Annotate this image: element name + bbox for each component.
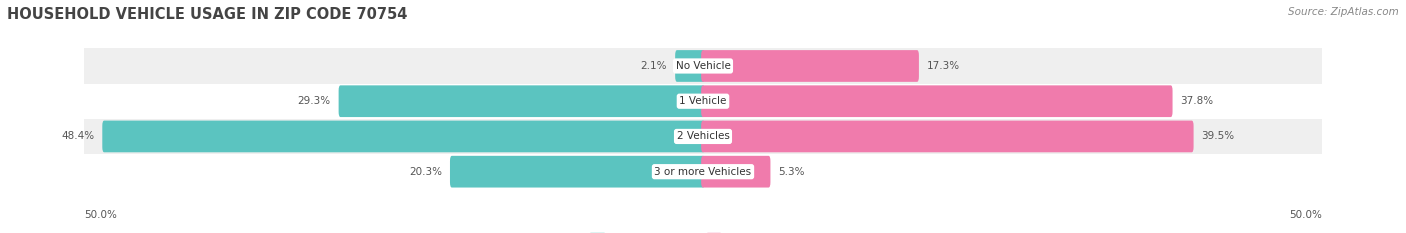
Text: 2.1%: 2.1%: [641, 61, 666, 71]
FancyBboxPatch shape: [450, 156, 704, 188]
Text: HOUSEHOLD VEHICLE USAGE IN ZIP CODE 70754: HOUSEHOLD VEHICLE USAGE IN ZIP CODE 7075…: [7, 7, 408, 22]
Text: 50.0%: 50.0%: [1289, 210, 1322, 220]
Text: 20.3%: 20.3%: [409, 167, 441, 177]
FancyBboxPatch shape: [702, 50, 920, 82]
Bar: [84, 48, 1322, 84]
Text: 5.3%: 5.3%: [779, 167, 806, 177]
Text: 3 or more Vehicles: 3 or more Vehicles: [654, 167, 752, 177]
Text: 39.5%: 39.5%: [1202, 131, 1234, 141]
FancyBboxPatch shape: [675, 50, 704, 82]
FancyBboxPatch shape: [702, 156, 770, 188]
Text: 48.4%: 48.4%: [60, 131, 94, 141]
Legend: Owner-occupied, Renter-occupied: Owner-occupied, Renter-occupied: [586, 228, 820, 233]
Bar: [84, 119, 1322, 154]
FancyBboxPatch shape: [702, 85, 1173, 117]
FancyBboxPatch shape: [339, 85, 704, 117]
Bar: [84, 84, 1322, 119]
Text: 1 Vehicle: 1 Vehicle: [679, 96, 727, 106]
Bar: [84, 154, 1322, 189]
Text: 50.0%: 50.0%: [84, 210, 117, 220]
Text: 17.3%: 17.3%: [927, 61, 960, 71]
Text: Source: ZipAtlas.com: Source: ZipAtlas.com: [1288, 7, 1399, 17]
Text: 2 Vehicles: 2 Vehicles: [676, 131, 730, 141]
Text: 37.8%: 37.8%: [1181, 96, 1213, 106]
FancyBboxPatch shape: [702, 121, 1194, 152]
Text: No Vehicle: No Vehicle: [675, 61, 731, 71]
Text: 29.3%: 29.3%: [298, 96, 330, 106]
FancyBboxPatch shape: [103, 121, 704, 152]
